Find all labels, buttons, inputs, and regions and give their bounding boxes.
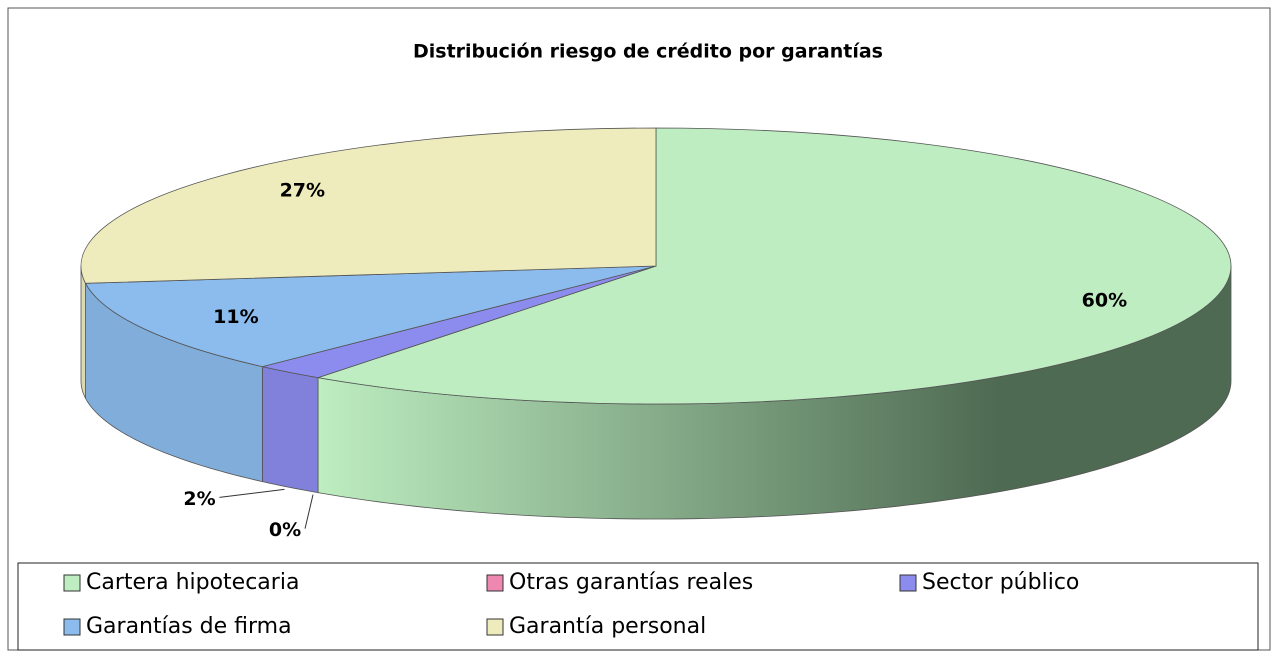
legend-label: Garantía personal	[509, 614, 706, 639]
legend-label: Garantías de firma	[86, 614, 292, 639]
pie-slice	[80, 127, 657, 284]
leader-line	[219, 488, 285, 498]
data-label: 60%	[1082, 289, 1127, 311]
leader-line	[304, 494, 314, 529]
legend-swatch	[899, 574, 917, 592]
data-label: 2%	[183, 488, 215, 510]
legend-swatch	[486, 618, 504, 636]
data-label: 0%	[269, 519, 301, 541]
pie-sides	[80, 265, 1232, 520]
legend-swatch	[63, 574, 81, 592]
chart-title: Distribución riesgo de crédito por garan…	[413, 41, 883, 63]
pie-side	[261, 366, 319, 494]
data-label: 11%	[213, 306, 258, 328]
legend-swatch	[486, 574, 504, 592]
data-label: 27%	[280, 180, 325, 202]
legend-box	[17, 562, 1259, 651]
legend-label: Cartera hipotecaria	[86, 570, 299, 595]
pie-slice	[84, 265, 657, 368]
legend-label: Sector público	[922, 570, 1079, 595]
pie-slice	[317, 127, 1232, 405]
pie-side	[80, 265, 86, 399]
pie-top	[80, 127, 1232, 405]
legend-swatch	[63, 618, 81, 636]
legend-label: Otras garantías reales	[509, 570, 753, 595]
